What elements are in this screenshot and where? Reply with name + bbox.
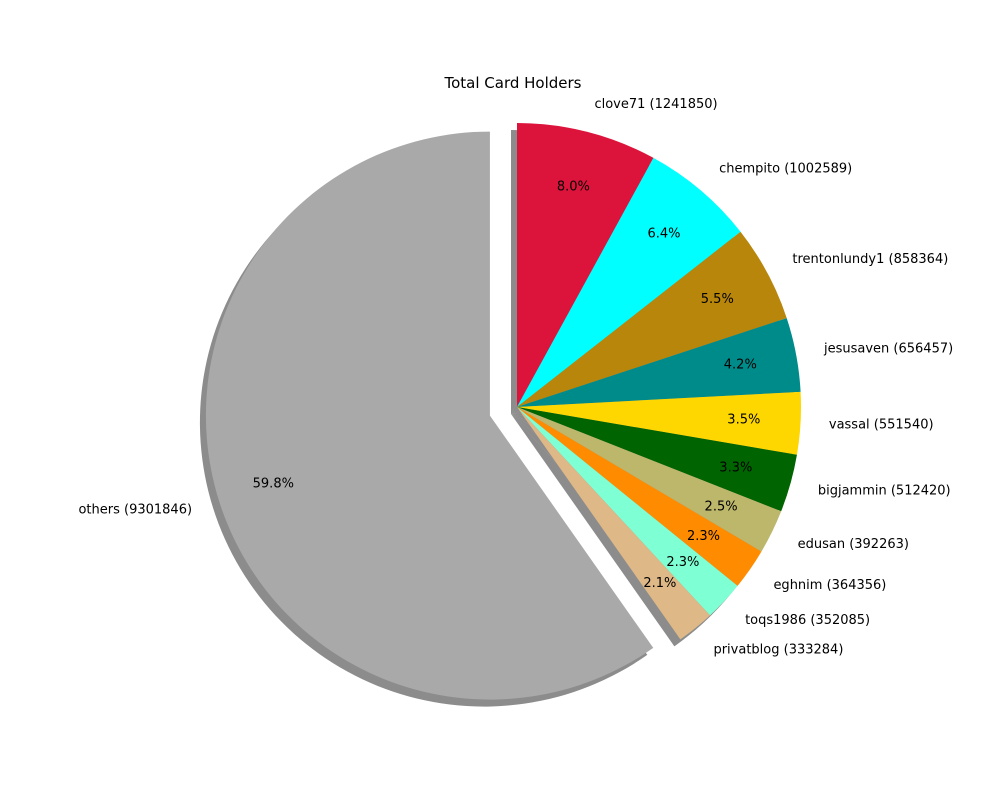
- slice-pct-edusan: 2.5%: [705, 499, 738, 514]
- slice-label-eghnim: eghnim (364356): [773, 578, 886, 593]
- slice-edusan: [517, 407, 782, 552]
- slice-label-vassal: vassal (551540): [829, 418, 934, 433]
- slice-label-others: others (9301846): [78, 502, 192, 517]
- slice-toqs1986: [517, 407, 738, 616]
- slice-bigjammin: [517, 407, 797, 512]
- slice-pct-jesusaven: 4.2%: [724, 357, 757, 372]
- label-layer: clove71 (1241850) 8.0% chempito (1002589) 6…: [78, 97, 953, 658]
- chart-title: Total Card Holders: [443, 74, 581, 92]
- slice-label-trentonlundy1: trentonlundy1 (858364): [792, 252, 948, 267]
- slice-eghnim: [517, 407, 762, 586]
- slice-label-privatblog: privatblog (333284): [713, 642, 843, 657]
- slice-pct-toqs1986: 2.3%: [666, 555, 699, 570]
- slice-label-clove71: clove71 (1241850): [594, 97, 717, 112]
- slice-privatblog: [517, 407, 711, 640]
- slice-trentonlundy1: [517, 231, 787, 407]
- wedge-layer: [205, 123, 801, 700]
- slice-pct-chempito: 6.4%: [647, 226, 680, 241]
- slice-pct-vassal: 3.5%: [727, 413, 760, 428]
- slice-pct-others: 59.8%: [253, 477, 294, 492]
- slice-label-toqs1986: toqs1986 (352085): [745, 613, 870, 628]
- slice-pct-eghnim: 2.3%: [687, 529, 720, 544]
- slice-jesusaven: [517, 318, 801, 407]
- slice-pct-clove71: 8.0%: [557, 179, 590, 194]
- slice-pct-privatblog: 2.1%: [643, 576, 676, 591]
- slice-others: [205, 131, 654, 700]
- slice-label-chempito: chempito (1002589): [719, 161, 852, 176]
- slice-label-edusan: edusan (392263): [798, 537, 909, 552]
- slice-vassal: [517, 391, 801, 455]
- slice-chempito: [517, 157, 741, 407]
- slice-pct-bigjammin: 3.3%: [719, 461, 752, 476]
- slice-label-bigjammin: bigjammin (512420): [818, 484, 951, 499]
- slice-clove71: [517, 123, 654, 407]
- slice-label-jesusaven: jesusaven (656457): [823, 342, 953, 357]
- slice-pct-trentonlundy1: 5.5%: [701, 292, 734, 307]
